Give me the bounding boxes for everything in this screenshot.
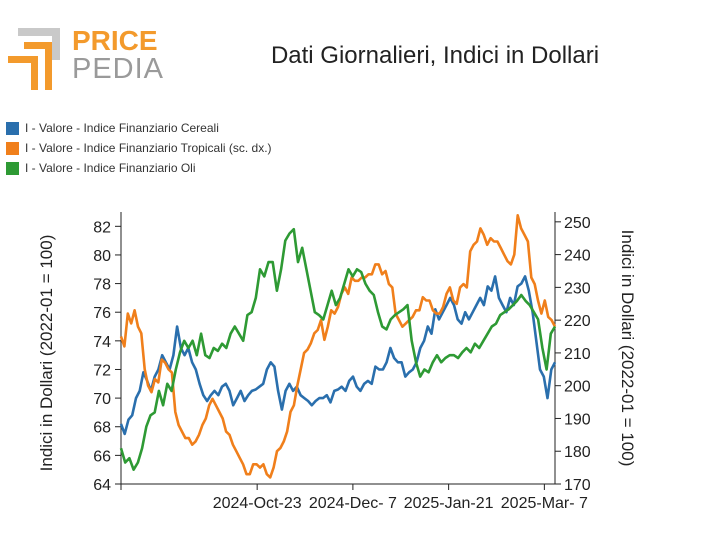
y-tick-label-right: 240	[564, 248, 591, 265]
y-tick-label-left: 68	[93, 420, 111, 437]
legend-item[interactable]: I - Valore - Indice Finanziario Cereali	[6, 118, 272, 138]
logo-word-price: PRICE	[72, 25, 158, 56]
chart-title: Dati Giornalieri, Indici in Dollari	[270, 42, 600, 69]
series-lines	[119, 214, 557, 479]
y-axis-title-right: Indici in Dollari (2022-01 = 100)	[618, 230, 637, 467]
pricepedia-logo: PRICE PEDIA	[8, 25, 164, 90]
y-tick-label-right: 190	[564, 411, 591, 428]
series-line	[119, 227, 557, 472]
x-tick-label: 2024-Dec- 7	[309, 495, 397, 512]
y-tick-label-left: 78	[93, 277, 111, 294]
chart-legend: I - Valore - Indice Finanziario Cereali I…	[6, 118, 272, 178]
y-tick-label-left: 80	[93, 248, 111, 265]
legend-swatch	[6, 141, 19, 155]
legend-label: I - Valore - Indice Finanziario Tropical…	[25, 141, 272, 155]
y-tick-label-right: 170	[564, 477, 591, 494]
y-tick-label-left: 76	[93, 305, 111, 322]
series-line	[119, 275, 557, 436]
logo-word-pedia: PEDIA	[72, 53, 164, 85]
series-line	[119, 214, 557, 479]
legend-swatch	[6, 121, 19, 135]
y-tick-label-right: 250	[564, 215, 591, 232]
x-tick-label: 2025-Mar- 7	[501, 495, 588, 512]
y-tick-label-right: 210	[564, 346, 591, 363]
y-tick-label-left: 66	[93, 448, 111, 465]
y-tick-label-left: 72	[93, 362, 111, 379]
legend-item[interactable]: I - Valore - Indice Finanziario Tropical…	[6, 138, 272, 158]
legend-swatch	[6, 161, 19, 175]
y-tick-label-right: 200	[564, 379, 591, 396]
y-axis-title-left: Indici in Dollari (2022-01 = 100)	[37, 235, 56, 472]
y-tick-label-right: 220	[564, 313, 591, 330]
y-tick-label-left: 74	[93, 334, 111, 351]
legend-label: I - Valore - Indice Finanziario Oli	[25, 161, 196, 175]
axes: 64 66 68 70 72 74 76 78 80 82 170 180 190 200 210 220 23…	[37, 212, 637, 512]
legend-label: I - Valore - Indice Finanziario Cereali	[25, 121, 219, 135]
y-tick-label-left: 82	[93, 219, 111, 236]
x-tick-label: 2025-Jan-21	[404, 495, 494, 512]
legend-item[interactable]: I - Valore - Indice Finanziario Oli	[6, 158, 272, 178]
y-tick-label-left: 64	[93, 477, 111, 494]
y-tick-label-left: 70	[93, 391, 111, 408]
y-tick-label-right: 230	[564, 280, 591, 297]
x-tick-label: 2024-Oct-23	[213, 495, 302, 512]
y-tick-label-right: 180	[564, 444, 591, 461]
